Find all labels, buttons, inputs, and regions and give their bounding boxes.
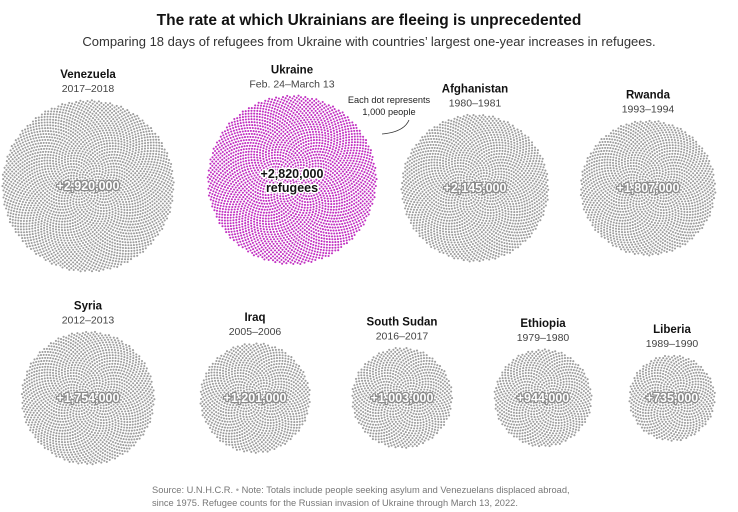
dots-syria — [20, 330, 156, 466]
annotation-line-1: Each dot represents — [348, 95, 431, 105]
value-label-liberia: +735,000 — [646, 391, 699, 405]
dots-ukraine — [206, 94, 378, 266]
value-label-iraq: +1,201,000 — [224, 391, 287, 405]
country-name-ethiopia: Ethiopia — [520, 318, 566, 330]
period-ethiopia: 1979–1980 — [517, 332, 570, 344]
period-south-sudan: 2016–2017 — [376, 331, 429, 343]
value-label-syria: +1,754,000 — [57, 391, 120, 405]
period-liberia: 1989–1990 — [646, 338, 699, 350]
value-label-afghanistan: +2,145,000 — [444, 181, 507, 195]
country-name-south-sudan: South Sudan — [367, 317, 438, 329]
period-afghanistan: 1980–1981 — [449, 97, 502, 109]
cluster-ukraine: Ukraine Feb. 24–March 13 +2,820,000refugee… — [206, 64, 378, 266]
period-ukraine: Feb. 24–March 13 — [249, 78, 334, 90]
annotation-leader-line — [381, 119, 410, 135]
cluster-syria: Syria 2012–2013 +1,754,000 — [20, 300, 156, 466]
value-label-venezuela: +2,920,000 — [57, 179, 120, 193]
dots-liberia — [628, 354, 716, 442]
period-rwanda: 1993–1994 — [622, 103, 675, 115]
dots-rwanda — [579, 119, 717, 257]
value-sublabel-ukraine: refugees — [266, 181, 318, 195]
value-label-south-sudan: +1,003,000 — [371, 391, 434, 405]
cluster-liberia: Liberia 1989–1990 +735,000 — [628, 324, 716, 442]
cluster-afghanistan: Afghanistan 1980–1981 +2,145,000 — [400, 83, 550, 263]
period-iraq: 2005–2006 — [229, 326, 282, 338]
period-venezuela: 2017–2018 — [62, 83, 115, 95]
dots-ethiopia — [493, 348, 593, 448]
value-label-ethiopia: +944,000 — [517, 391, 570, 405]
cluster-ethiopia: Ethiopia 1979–1980 +944,000 — [493, 318, 593, 448]
country-name-syria: Syria — [74, 300, 103, 312]
dot-annotation: Each dot represents 1,000 people — [348, 95, 431, 135]
annotation-line-2: 1,000 people — [362, 107, 415, 117]
cluster-iraq: Iraq 2005–2006 +1,201,000 — [199, 312, 311, 454]
chart-subtitle: Comparing 18 days of refugees from Ukrai… — [82, 34, 656, 49]
value-label-rwanda: +1,807,000 — [617, 181, 680, 195]
footer-separator: • — [235, 485, 239, 495]
dots-iraq — [199, 342, 311, 454]
cluster-rwanda: Rwanda 1993–1994 +1,807,000 — [579, 89, 717, 257]
country-name-iraq: Iraq — [244, 312, 265, 324]
value-label-ukraine: +2,820,000 — [261, 167, 324, 181]
cluster-south-sudan: South Sudan 2016–2017 +1,003,000 — [351, 317, 454, 449]
country-name-ukraine: Ukraine — [271, 64, 313, 76]
chart-title: The rate at which Ukrainians are fleeing… — [156, 12, 582, 29]
country-name-rwanda: Rwanda — [626, 89, 671, 101]
dots-venezuela — [1, 99, 175, 273]
dots-south-sudan — [351, 346, 454, 449]
dot-cluster-chart: Venezuela 2017–2018 +2,920,000 Ukraine Feb. … — [1, 64, 717, 466]
cluster-venezuela: Venezuela 2017–2018 +2,920,000 — [1, 69, 175, 273]
note-text: Note: Totals include people seeking asyl… — [152, 485, 570, 508]
country-name-liberia: Liberia — [653, 324, 691, 336]
period-syria: 2012–2013 — [62, 314, 115, 326]
country-name-afghanistan: Afghanistan — [442, 83, 508, 95]
country-name-venezuela: Venezuela — [60, 69, 116, 81]
source-text: Source: U.N.H.C.R. — [152, 485, 234, 495]
footer-note: Source: U.N.H.C.R. • Note: Totals includ… — [152, 484, 592, 510]
dots-afghanistan — [400, 113, 550, 263]
